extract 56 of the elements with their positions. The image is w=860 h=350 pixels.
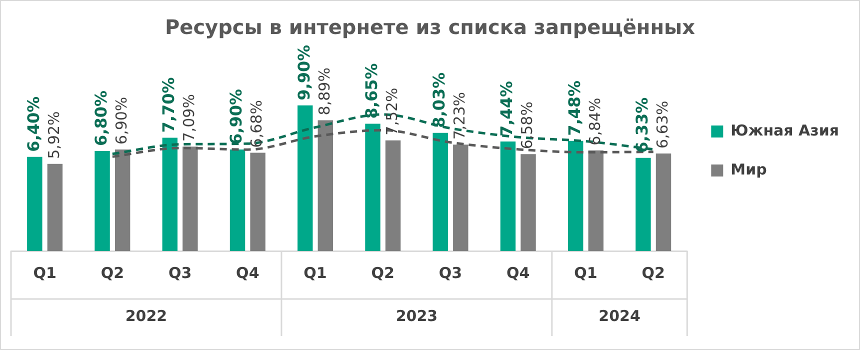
- text: 2024: [598, 306, 640, 325]
- x-tick-label: Q4: [506, 264, 530, 282]
- bar: [385, 140, 401, 251]
- bar: [656, 153, 672, 251]
- x-tick-label: Q1: [574, 264, 598, 282]
- chart-title: Ресурсы в интернете из списка запрещённых: [164, 15, 696, 40]
- bar: [636, 158, 651, 251]
- bar: [298, 105, 313, 251]
- x-tick-label: Q1: [33, 264, 56, 282]
- data-label: 7,44%: [497, 81, 516, 137]
- legend-label: Южная Азия: [730, 121, 840, 140]
- legend-label: Мир: [730, 160, 768, 178]
- data-label: 8,65%: [362, 63, 381, 119]
- data-label: 7,09%: [180, 94, 198, 142]
- data-label: 7,48%: [564, 80, 584, 136]
- bar: [230, 149, 246, 251]
- bar: [182, 146, 198, 251]
- data-label: 6,80%: [91, 90, 110, 146]
- bar: [453, 144, 468, 251]
- bar: [500, 142, 516, 251]
- bar: [318, 120, 334, 251]
- data-label: 6,90%: [226, 88, 246, 144]
- x-tick-label: Q4: [236, 264, 260, 282]
- data-label: 7,70%: [159, 77, 178, 133]
- bar: [27, 156, 42, 251]
- x-tick-label: Q3: [438, 264, 462, 282]
- text: 2023: [396, 306, 438, 325]
- data-label: 6,58%: [518, 102, 536, 150]
- bar: [520, 154, 536, 251]
- bar: [162, 138, 178, 251]
- x-tick-label: Q2: [642, 264, 665, 282]
- x-tick-label: Q1: [304, 264, 327, 282]
- bar: [568, 140, 584, 251]
- bar: [588, 150, 604, 251]
- data-label: 6,63%: [653, 100, 672, 148]
- data-label: 7,52%: [382, 88, 401, 136]
- bar: [94, 150, 110, 251]
- data-label: 6,68%: [248, 100, 266, 148]
- bar: [365, 124, 380, 251]
- x-tick-label: Q3: [168, 264, 192, 282]
- data-label: 8,89%: [315, 68, 334, 116]
- x-tick-label: Q2: [100, 264, 124, 282]
- bar: [47, 164, 63, 251]
- data-label: 7,23%: [450, 92, 469, 140]
- data-label: 9,90%: [294, 44, 314, 100]
- x-tick-label: Q2: [371, 264, 394, 282]
- data-label: 6,40%: [24, 96, 43, 152]
- bar: [432, 132, 448, 251]
- bar: [114, 149, 130, 251]
- text: 2022: [125, 306, 168, 325]
- data-label: 5,92%: [44, 111, 63, 159]
- data-label: 6,90%: [112, 96, 130, 144]
- bar: [250, 152, 266, 251]
- data-label: 6,33%: [632, 97, 652, 153]
- data-label: 6,84%: [586, 98, 604, 146]
- data-label: 8,03%: [430, 72, 449, 128]
